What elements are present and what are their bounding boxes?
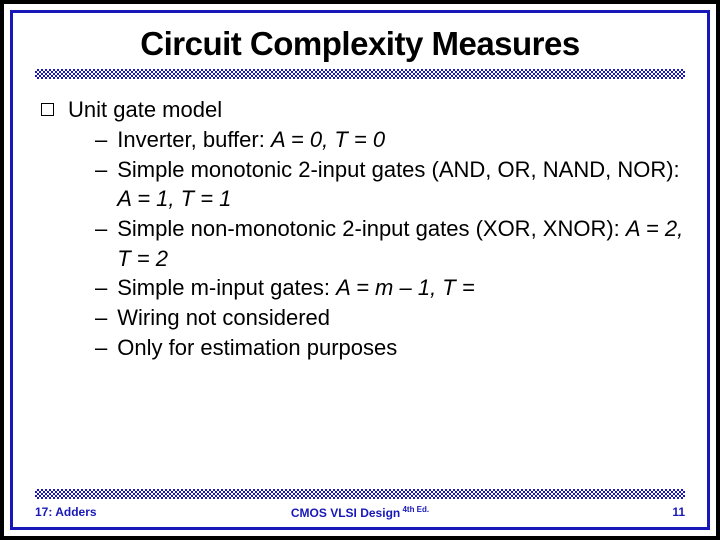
dash-icon: – [95, 214, 107, 244]
dash-icon: – [95, 333, 107, 363]
list-item: – Simple monotonic 2-input gates (AND, O… [95, 155, 685, 214]
bullet-level2-list: – Inverter, buffer: A = 0, T = 0 – Simpl… [95, 125, 685, 363]
footer-page-number: 11 [672, 505, 685, 519]
list-item: – Wiring not considered [95, 303, 685, 333]
dash-icon: – [95, 273, 107, 303]
list-item-text: Only for estimation purposes [117, 333, 685, 363]
divider-bottom [35, 489, 685, 499]
dash-icon: – [95, 155, 107, 185]
square-bullet-icon [41, 103, 54, 116]
slide-content: Unit gate model – Inverter, buffer: A = … [35, 79, 685, 489]
list-item: – Inverter, buffer: A = 0, T = 0 [95, 125, 685, 155]
list-item-text: Inverter, buffer: A = 0, T = 0 [117, 125, 685, 155]
slide-title: Circuit Complexity Measures [35, 25, 685, 63]
list-item: – Simple non-monotonic 2-input gates (XO… [95, 214, 685, 273]
bullet-level1: Unit gate model [41, 97, 685, 123]
dash-icon: – [95, 125, 107, 155]
list-item-text: Simple monotonic 2-input gates (AND, OR,… [117, 155, 685, 214]
list-item-text: Wiring not considered [117, 303, 685, 333]
divider-top [35, 69, 685, 79]
footer-left: 17: Adders [35, 505, 97, 519]
slide-footer: 17: Adders CMOS VLSI Design 4th Ed. 11 [35, 499, 685, 519]
slide-frame: Circuit Complexity Measures Unit gate mo… [10, 10, 710, 530]
bullet-level1-text: Unit gate model [68, 97, 222, 123]
list-item: – Only for estimation purposes [95, 333, 685, 363]
footer-center: CMOS VLSI Design 4th Ed. [291, 505, 429, 520]
list-item-text: Simple m-input gates: A = m – 1, T = [117, 273, 685, 303]
list-item: – Simple m-input gates: A = m – 1, T = [95, 273, 685, 303]
dash-icon: – [95, 303, 107, 333]
slide-outer: Circuit Complexity Measures Unit gate mo… [4, 4, 716, 536]
list-item-text: Simple non-monotonic 2-input gates (XOR,… [117, 214, 685, 273]
